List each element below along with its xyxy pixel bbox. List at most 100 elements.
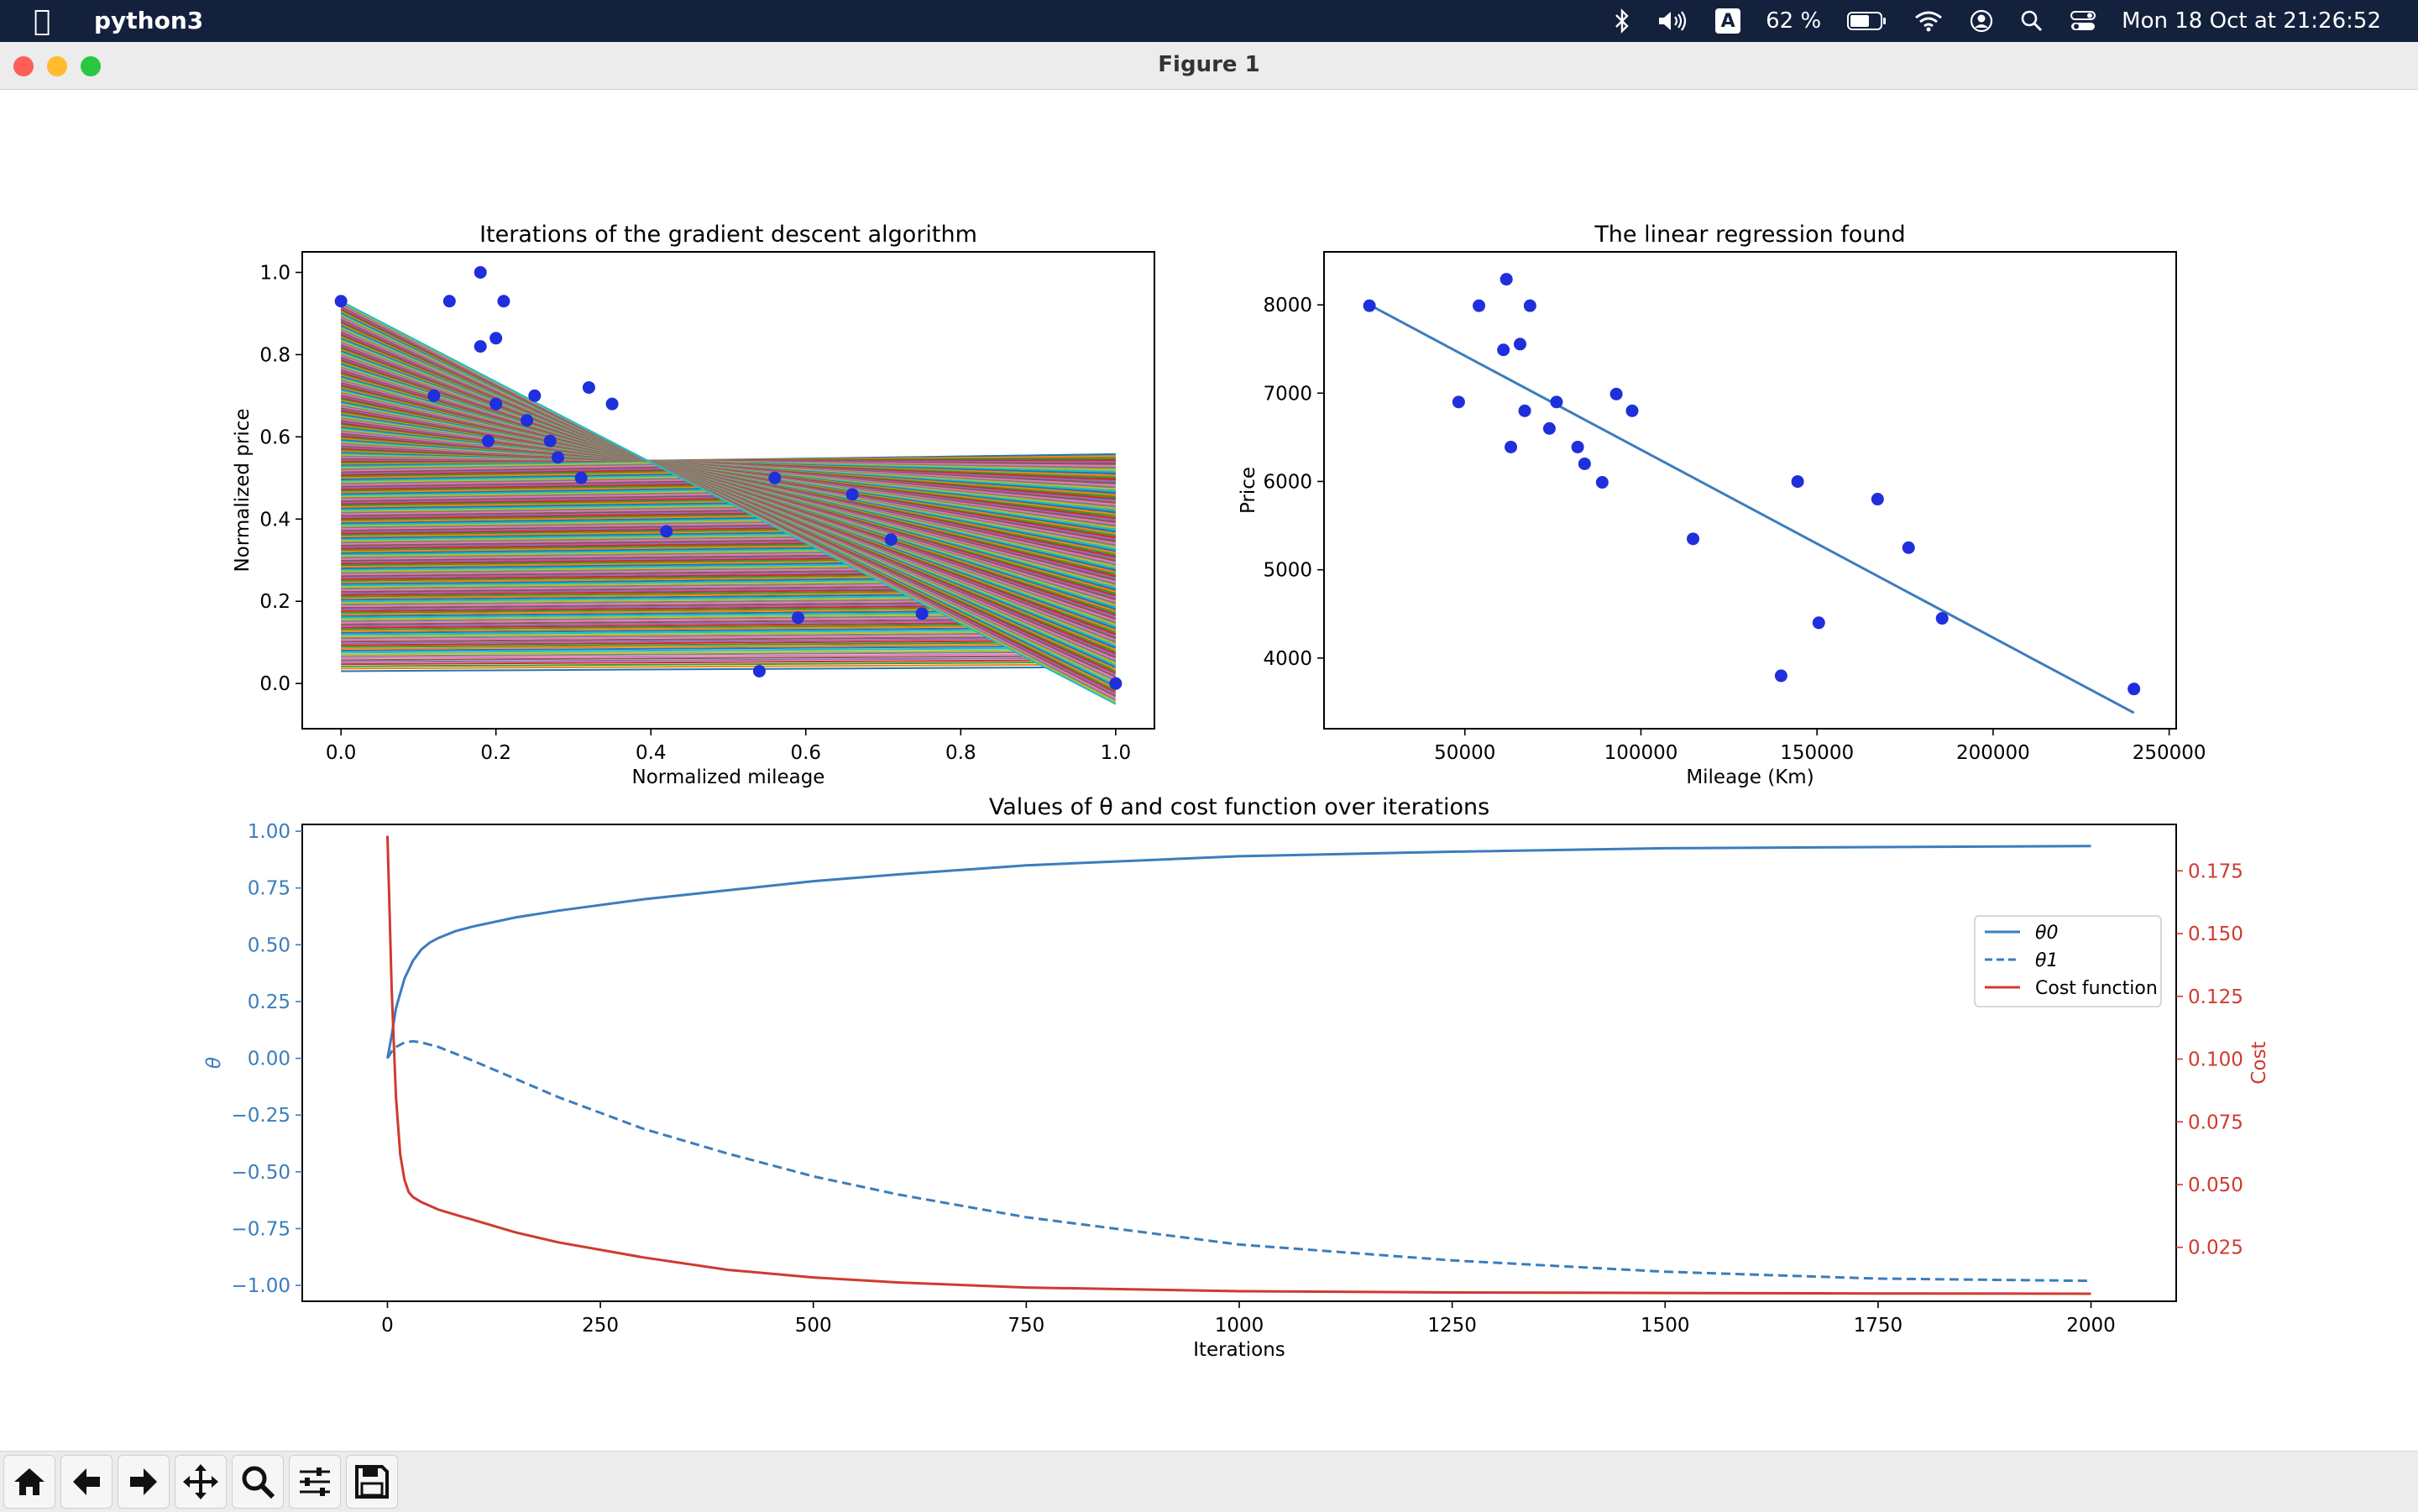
data-point: [474, 265, 487, 279]
plot1-ytick-label: 0.2: [259, 591, 290, 613]
data-point: [1452, 395, 1465, 409]
data-point: [442, 295, 456, 308]
plot2-ytick-label: 6000: [1263, 471, 1312, 493]
data-point: [1609, 387, 1623, 400]
wifi-icon[interactable]: [1913, 0, 1944, 42]
data-point: [660, 525, 673, 538]
plot3-right-ytick-label: 0.125: [2188, 986, 2243, 1008]
plot2-xtick-label: 100000: [1604, 742, 1678, 764]
plot3-xtick-label: 1500: [1641, 1315, 1690, 1337]
forward-icon: [130, 1468, 157, 1495]
plot3-left-ytick-label: 0.25: [248, 991, 290, 1013]
plot1-title: Iterations of the gradient descent algor…: [479, 222, 977, 248]
regression-line: [1369, 303, 2135, 714]
input-source-icon[interactable]: A: [1715, 8, 1741, 34]
close-window-button[interactable]: [13, 56, 34, 76]
iteration-line: [341, 637, 1116, 645]
volume-icon[interactable]: [1656, 0, 1690, 42]
pan-button[interactable]: [175, 1455, 227, 1509]
iteration-line: [341, 657, 1116, 663]
data-point: [605, 397, 619, 411]
iteration-line: [341, 655, 1116, 662]
plot2-xlabel: Mileage (Km): [1686, 766, 1814, 788]
series-line-cost: [386, 835, 2091, 1295]
apple-icon[interactable]: : [34, 5, 50, 37]
iteration-line: [341, 639, 1116, 646]
data-point: [552, 451, 564, 464]
plot3-right-ytick-label: 0.050: [2188, 1175, 2243, 1196]
pan-icon: [183, 1464, 218, 1499]
iteration-line: [341, 651, 1116, 657]
data-point: [2128, 683, 2141, 696]
plot3-xtick-label: 0: [381, 1315, 394, 1337]
plot3-title: Values of θ and cost function over itera…: [989, 794, 1489, 820]
plot2-xtick-label: 200000: [1956, 742, 2030, 764]
data-point: [1812, 616, 1825, 630]
data-point: [884, 533, 898, 547]
iteration-line: [341, 666, 1116, 672]
data-point: [582, 381, 595, 395]
app-name[interactable]: python3: [94, 7, 204, 34]
data-point: [1497, 343, 1510, 357]
data-point: [792, 611, 805, 625]
plot3-xtick-label: 1000: [1215, 1315, 1264, 1337]
figure-canvas[interactable]: 0.0 0.2 0.4 0.6 0.8 1.0 0.0 0.2 0.4 0.6 0.8 1.0 Iter…: [0, 90, 2418, 1450]
data-point: [427, 389, 441, 402]
data-point: [1595, 476, 1609, 489]
plot3-xtick-label: 750: [1008, 1315, 1044, 1337]
save-button[interactable]: [346, 1455, 398, 1509]
bluetooth-icon[interactable]: [1613, 0, 1631, 42]
data-point: [1625, 404, 1639, 417]
zoom-button[interactable]: [232, 1455, 284, 1509]
control-center-icon[interactable]: [2070, 0, 2096, 42]
zoom-icon: [242, 1466, 275, 1499]
data-point: [1687, 532, 1700, 546]
iteration-line: [341, 648, 1116, 656]
battery-icon[interactable]: [1846, 0, 1888, 42]
data-point: [1518, 404, 1531, 417]
data-point: [1871, 493, 1884, 506]
search-icon[interactable]: [2019, 0, 2044, 42]
back-button[interactable]: [60, 1455, 113, 1509]
plot2-ytick-label: 4000: [1263, 648, 1312, 670]
plot3-right-ytick-label: 0.175: [2188, 861, 2243, 882]
data-point: [489, 397, 503, 411]
plot2-frame: [1323, 251, 2177, 730]
window-title: Figure 1: [1158, 52, 1260, 77]
plot2-xtick-label: 50000: [1434, 742, 1495, 764]
plot3-legend: θ0 θ1 Cost function: [1974, 915, 2162, 1007]
plot2-points: [1363, 273, 2141, 696]
plot3-xtick-label: 2000: [2066, 1315, 2116, 1337]
clock[interactable]: Mon 18 Oct at 21:26:52: [2122, 8, 2381, 34]
data-point: [1542, 421, 1556, 435]
plot3-left-ytick-label: 0.00: [248, 1049, 290, 1070]
data-point: [1571, 440, 1584, 453]
iteration-line: [341, 643, 1116, 650]
plot2-ytick-label: 5000: [1263, 560, 1312, 582]
plot3-left-ytick-label: −0.25: [232, 1105, 290, 1127]
data-point: [574, 471, 588, 484]
series-line-theta1: [386, 1039, 2091, 1283]
minimize-window-button[interactable]: [47, 56, 67, 76]
zoom-window-button[interactable]: [81, 56, 101, 76]
plot3-xtick-label: 250: [582, 1315, 619, 1337]
plot3-xlabel: Iterations: [1193, 1339, 1285, 1361]
plot2-xtick-label: 150000: [1780, 742, 1854, 764]
forward-button[interactable]: [118, 1455, 170, 1509]
plot2-xtick-label: 250000: [2133, 742, 2206, 764]
home-button[interactable]: [3, 1455, 55, 1509]
plot3-xtick-label: 500: [795, 1315, 832, 1337]
plot1-xtick-label: 0.6: [790, 742, 821, 764]
data-point: [1902, 541, 1915, 554]
plot1-xtick-label: 0.0: [326, 742, 357, 764]
plot3-right-ytick-label: 0.100: [2188, 1049, 2243, 1071]
configure-subplots-button[interactable]: [289, 1455, 341, 1509]
iteration-line: [341, 663, 1116, 670]
plot3-xtick-label: 1250: [1427, 1315, 1477, 1337]
plot1-xtick-label: 0.4: [636, 742, 667, 764]
plot3-xtick-label: 1750: [1854, 1315, 1903, 1337]
home-icon: [14, 1468, 44, 1495]
user-icon[interactable]: [1969, 0, 1994, 42]
plot3-frame: [301, 824, 2177, 1302]
plot2-ytick-label: 7000: [1263, 383, 1312, 405]
